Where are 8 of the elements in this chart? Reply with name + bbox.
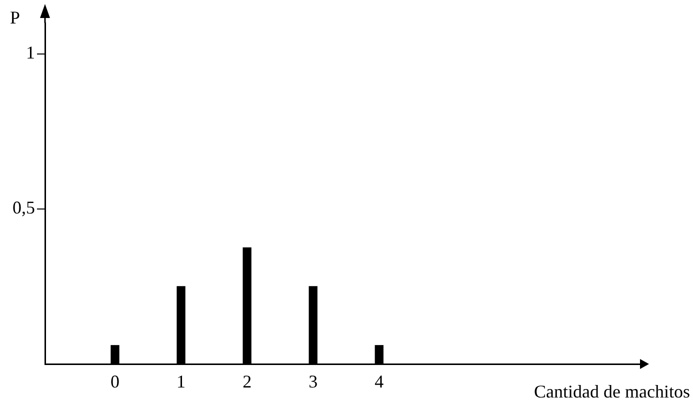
x-tick-label: 0 xyxy=(110,372,120,392)
x-tick-label: 4 xyxy=(374,372,384,392)
y-tick-label: 0,5 xyxy=(12,198,35,218)
x-tick-label: 1 xyxy=(176,372,186,392)
y-axis-title: P xyxy=(10,8,20,28)
x-tick-label: 3 xyxy=(308,372,318,392)
x-tick-label: 2 xyxy=(242,372,252,392)
x-axis-title: Cantidad de machitos xyxy=(534,382,690,402)
